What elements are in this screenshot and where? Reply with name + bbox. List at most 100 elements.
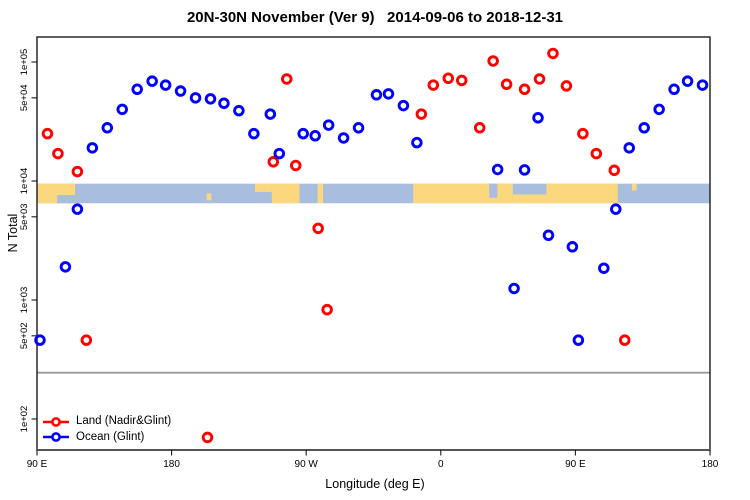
- data-point-ocean: [264, 108, 277, 120]
- data-point-ocean: [159, 79, 172, 91]
- x-tick-label: 90 E: [565, 459, 586, 470]
- data-point-ocean: [297, 127, 309, 140]
- y-tick-label: 5e+02: [19, 322, 30, 349]
- data-point-ocean: [309, 130, 321, 142]
- data-point-land: [442, 72, 455, 85]
- data-point-ocean: [131, 83, 143, 96]
- y-tick-label: 5e+04: [19, 84, 30, 111]
- data-point-ocean: [491, 163, 504, 176]
- y-tick-label: 5e+03: [19, 203, 30, 230]
- legend: Land (Nadir&Glint) Ocean (Glint): [43, 414, 171, 445]
- data-point-ocean: [86, 142, 99, 154]
- data-point-land: [590, 147, 603, 160]
- land-legend-marker-icon: [43, 416, 69, 427]
- data-point-land: [473, 122, 486, 134]
- data-point-ocean: [508, 282, 520, 295]
- data-point-ocean: [273, 147, 286, 160]
- data-point-ocean: [598, 262, 610, 274]
- data-point-ocean: [518, 164, 531, 176]
- data-point-land: [487, 55, 499, 67]
- data-point-ocean: [638, 122, 650, 134]
- legend-label-land: Land (Nadir&Glint): [76, 415, 172, 428]
- x-axis-title: Longitude (deg E): [325, 477, 425, 491]
- legend-item-land: Land (Nadir&Glint): [43, 414, 171, 430]
- data-point-ocean: [34, 334, 46, 346]
- data-point-land: [312, 222, 324, 235]
- data-point-land: [415, 108, 428, 120]
- data-point-land: [201, 431, 214, 444]
- data-point-land: [281, 73, 293, 85]
- data-point-ocean: [59, 261, 72, 273]
- ocean-legend-marker-icon: [43, 432, 69, 443]
- y-tick-label: 1e+03: [19, 287, 30, 314]
- x-tick-label: 90 W: [295, 459, 319, 470]
- data-point-ocean: [610, 203, 622, 215]
- data-point-ocean: [566, 241, 579, 253]
- legend-item-ocean: Ocean (Glint): [43, 430, 171, 446]
- data-point-ocean: [532, 112, 544, 124]
- data-point-ocean: [623, 142, 635, 154]
- data-point-land: [518, 83, 531, 96]
- data-point-ocean: [572, 334, 585, 346]
- legend-circle-icon: [51, 432, 61, 443]
- x-tick-label: 180: [702, 459, 719, 470]
- data-point-ocean: [146, 75, 158, 87]
- data-point-land: [547, 47, 559, 60]
- y-tick-label: 1e+05: [19, 49, 30, 76]
- data-point-ocean: [233, 104, 245, 117]
- data-point-ocean: [248, 127, 260, 140]
- data-point-ocean: [322, 119, 335, 131]
- data-point-land: [321, 303, 333, 316]
- data-point-land: [80, 334, 93, 346]
- data-point-ocean: [71, 203, 84, 215]
- data-point-ocean: [218, 97, 230, 110]
- data-point-ocean: [101, 122, 114, 134]
- data-point-land: [427, 79, 440, 91]
- x-tick-label: 0: [438, 459, 444, 470]
- data-point-land: [560, 80, 573, 92]
- map-band-land-segment: [317, 183, 324, 204]
- map-band-land-segment: [546, 183, 618, 204]
- map-band-land-segment: [413, 183, 513, 204]
- legend-circle-icon: [51, 416, 61, 427]
- data-point-land: [500, 78, 513, 91]
- data-point-land: [71, 165, 84, 178]
- data-point-land: [52, 147, 64, 160]
- data-point-land: [608, 164, 621, 177]
- map-band-ocean-patch: [57, 195, 76, 204]
- map-band-ocean-patch: [489, 183, 498, 198]
- data-point-ocean: [337, 132, 350, 144]
- data-point-ocean: [681, 75, 694, 87]
- map-band-land-segment: [255, 183, 272, 192]
- data-point-land: [619, 334, 631, 346]
- data-point-ocean: [189, 92, 202, 104]
- y-tick-label: 1e+02: [19, 406, 30, 433]
- data-point-ocean: [352, 122, 365, 134]
- data-point-ocean: [653, 103, 665, 116]
- data-point-land: [267, 156, 280, 168]
- chart-title: 20N-30N November (Ver 9) 2014-09-06 to 2…: [186, 9, 564, 26]
- data-point-land: [577, 127, 589, 140]
- data-point-ocean: [397, 99, 410, 112]
- legend-label-ocean: Ocean (Glint): [76, 430, 145, 443]
- y-tick-label: 1e+04: [19, 168, 30, 195]
- map-band-land-segment: [206, 193, 212, 201]
- data-point-ocean: [370, 89, 383, 101]
- data-point-land: [289, 159, 302, 172]
- map-band-land-segment: [631, 183, 637, 191]
- data-point-ocean: [116, 103, 128, 116]
- data-point-ocean: [696, 79, 709, 91]
- data-point-land: [41, 127, 54, 140]
- data-point-ocean: [542, 229, 555, 242]
- x-tick-label: 180: [163, 459, 180, 470]
- data-point-ocean: [382, 88, 395, 100]
- data-point-ocean: [411, 136, 423, 149]
- x-tick-label: 90 E: [27, 459, 48, 470]
- map-band-land-segment: [271, 183, 300, 204]
- map-band-land-segment: [512, 194, 547, 204]
- data-point-ocean: [204, 93, 217, 105]
- data-point-land: [455, 74, 468, 87]
- data-point-land: [533, 73, 546, 85]
